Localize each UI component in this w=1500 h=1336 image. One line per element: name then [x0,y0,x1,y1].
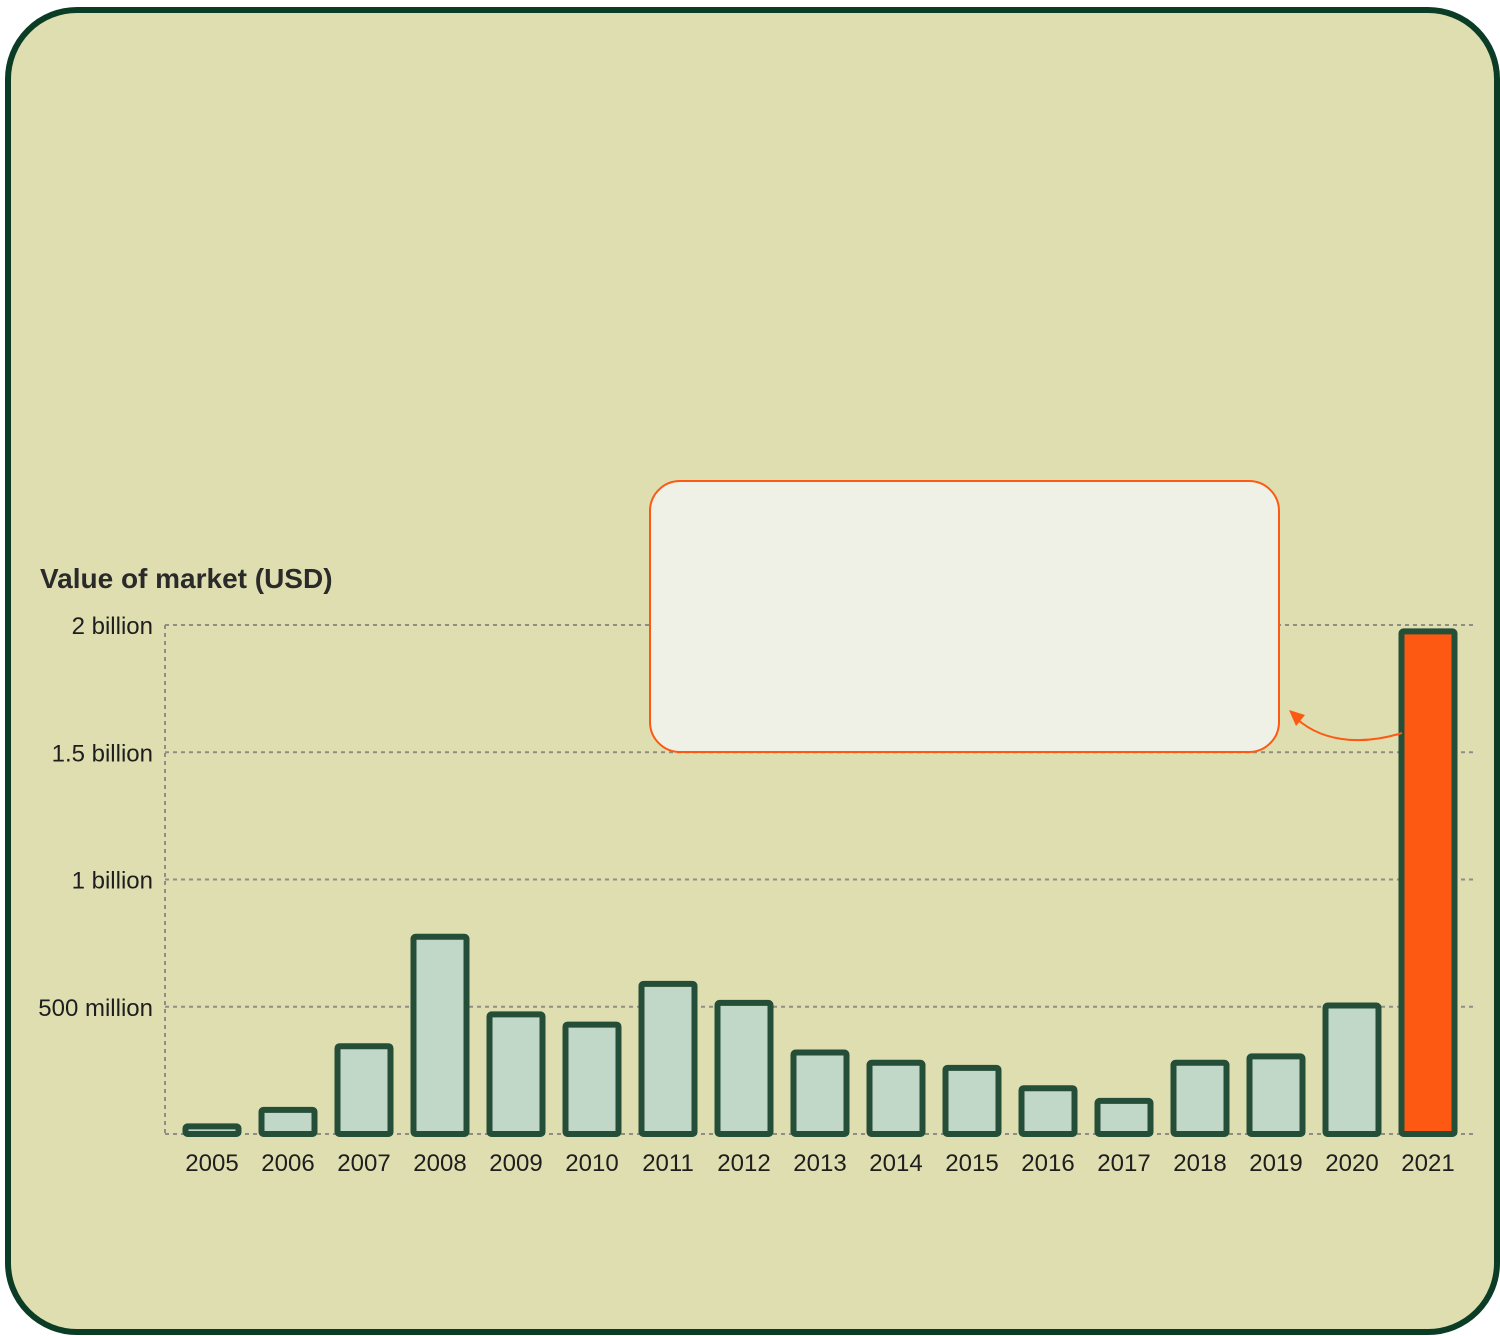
x-tick-labels: 2005 2006 2007 2008 2009 2010 2011 2012 2013 2014… [185,1150,1454,1177]
x-tick-label: 2011 [642,1150,694,1177]
callout-arrow [1291,713,1403,742]
bar [486,1011,546,1138]
x-tick-label: 2021 [1401,1150,1454,1177]
x-tick-label: 2009 [489,1150,542,1177]
y-axis-title: Value of market (USD) [40,563,333,594]
x-tick-label: 2006 [261,1150,314,1177]
bar [638,980,698,1137]
x-tick-label: 2007 [337,1150,390,1177]
x-tick-label: 2013 [793,1150,846,1177]
bar [866,1059,926,1137]
bar [562,1021,622,1137]
x-tick-label: 2016 [1021,1150,1074,1177]
x-tick-label: 2014 [869,1150,922,1177]
x-tick-label: 2018 [1173,1150,1226,1177]
y-tick-label: 1.5 billion [52,740,153,767]
bars [182,628,1458,1138]
callout-box [649,480,1280,753]
x-tick-label: 2012 [717,1150,770,1177]
bar [1246,1053,1306,1137]
bar [1018,1085,1078,1137]
x-tick-label: 2005 [185,1150,238,1177]
callout [649,480,1403,753]
y-tick-label: 1 billion [72,868,153,895]
bar [410,933,470,1138]
y-tick-label: 2 billion [72,613,153,640]
bar [1170,1059,1230,1137]
x-tick-label: 2019 [1249,1150,1302,1177]
bar [714,999,774,1137]
bar [942,1064,1002,1137]
y-tick-labels: 500 million 1 billion 1.5 billion 2 billion [38,613,153,1022]
x-tick-label: 2017 [1097,1150,1150,1177]
bar-highlight [1398,628,1458,1137]
x-tick-label: 2015 [945,1150,998,1177]
bar [1094,1097,1154,1138]
bar [790,1049,850,1138]
bar [182,1123,242,1137]
x-tick-label: 2008 [413,1150,466,1177]
bar [258,1106,318,1138]
y-tick-label: 500 million [38,995,153,1022]
bar [1322,1002,1382,1137]
x-tick-label: 2010 [565,1150,618,1177]
bar [334,1043,394,1138]
x-tick-label: 2020 [1325,1150,1378,1177]
callout-arrowhead [1289,710,1305,726]
